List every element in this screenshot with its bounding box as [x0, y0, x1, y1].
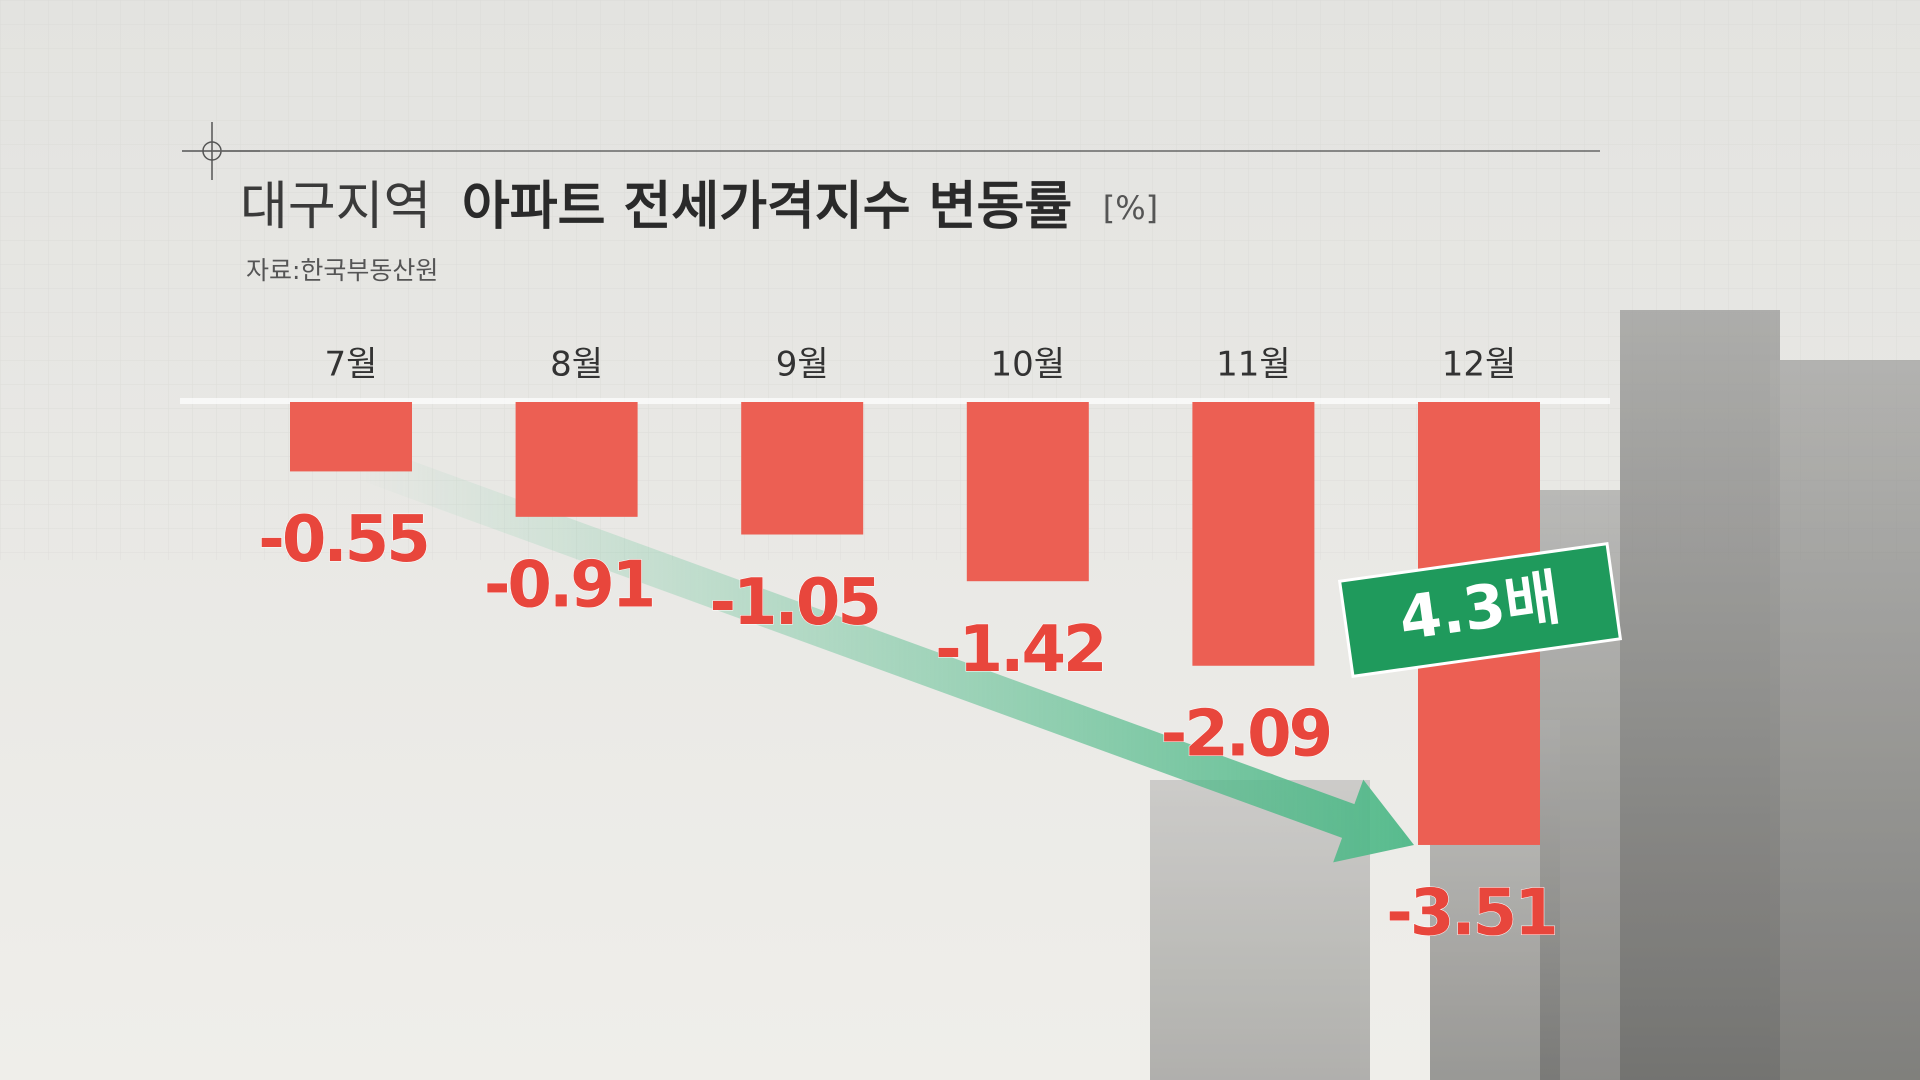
value-label: -0.55	[258, 503, 427, 577]
value-label: -2.09	[1161, 697, 1330, 771]
x-tick-label: 7월	[325, 345, 378, 385]
title-part: 아파트 전세가격지수 변동률	[462, 177, 1072, 237]
bar	[741, 402, 864, 535]
value-label: -1.05	[709, 566, 878, 640]
x-tick-label: 12월	[1442, 345, 1517, 385]
bar	[966, 402, 1089, 582]
unit: [%]	[1103, 189, 1158, 227]
annotation: 4.3배	[1337, 541, 1623, 679]
annotation-box	[1337, 541, 1623, 679]
bar	[290, 402, 412, 472]
x-tick-label: 8월	[550, 345, 603, 385]
source: 자료:한국부동산원	[246, 256, 438, 285]
value-label: -1.42	[935, 613, 1104, 687]
title-part: 대구지역	[240, 177, 431, 237]
bar	[1192, 402, 1315, 666]
baseline	[180, 398, 1610, 404]
trend-arrow	[354, 444, 1415, 863]
x-tick-label: 9월	[776, 345, 829, 385]
x-tick-label: 10월	[991, 345, 1066, 385]
bar	[515, 402, 638, 517]
chart-title: 대구지역 아파트 전세가격지수 변동률 [%]	[240, 177, 1158, 237]
value-label: -3.51	[1386, 877, 1555, 951]
x-tick-label: 11월	[1216, 345, 1291, 385]
value-label: -0.91	[484, 548, 653, 622]
